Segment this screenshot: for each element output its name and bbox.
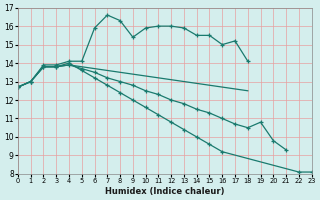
X-axis label: Humidex (Indice chaleur): Humidex (Indice chaleur) <box>105 187 225 196</box>
